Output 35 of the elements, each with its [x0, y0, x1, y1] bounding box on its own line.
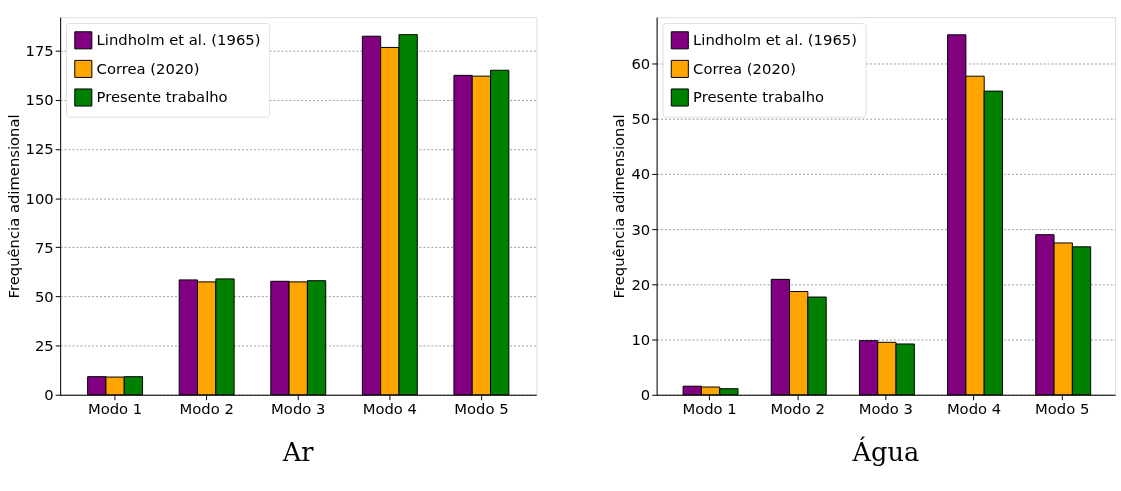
y-tick-label: 175: [25, 42, 54, 59]
y-tick-label: 40: [631, 165, 651, 183]
x-tick-label: Modo 3: [271, 399, 326, 417]
y-tick-label: 50: [34, 287, 54, 305]
x-tick-label: Modo 2: [770, 399, 825, 417]
y-tick-label: 50: [631, 110, 651, 128]
y-tick-label: 10: [631, 330, 651, 348]
y-tick-label: 125: [25, 140, 54, 158]
x-tick-label: Modo 1: [682, 399, 737, 417]
y-tick-label: 0: [640, 386, 651, 404]
y-tick-label: 75: [34, 238, 54, 256]
legend-label: Presente trabalho: [96, 88, 228, 106]
x-tick-label: Modo 4: [362, 399, 417, 417]
y-tick-label: 100: [25, 189, 54, 207]
y-tick-label: 150: [25, 91, 54, 109]
y-axis-title: Frequência adimensional: [4, 114, 22, 299]
text: Água: [851, 435, 920, 467]
y-tick-label: 20: [631, 275, 651, 293]
x-tick-label: Modo 3: [858, 399, 913, 417]
text: Ar: [281, 436, 315, 467]
legend-label: Lindholm et al. (1965): [693, 31, 857, 49]
y-tick-label: 60: [631, 54, 651, 72]
x-tick-label: Modo 2: [179, 399, 234, 417]
y-tick-label: 30: [631, 220, 651, 238]
x-tick-label: Modo 5: [454, 399, 509, 417]
x-tick-label: Modo 1: [87, 399, 143, 417]
y-tick-label: 25: [34, 337, 54, 355]
x-tick-label: Modo 4: [946, 399, 1002, 417]
legend-label: Correa (2020): [96, 59, 200, 77]
x-tick-label: Modo 5: [1035, 399, 1090, 417]
legend-label: Correa (2020): [693, 59, 796, 77]
legend-label: Lindholm et al. (1965): [96, 31, 261, 49]
y-axis-title: Frequência adimensional: [610, 114, 628, 299]
legend-label: Presente trabalho: [693, 88, 825, 106]
y-tick-label: 0: [44, 386, 54, 404]
